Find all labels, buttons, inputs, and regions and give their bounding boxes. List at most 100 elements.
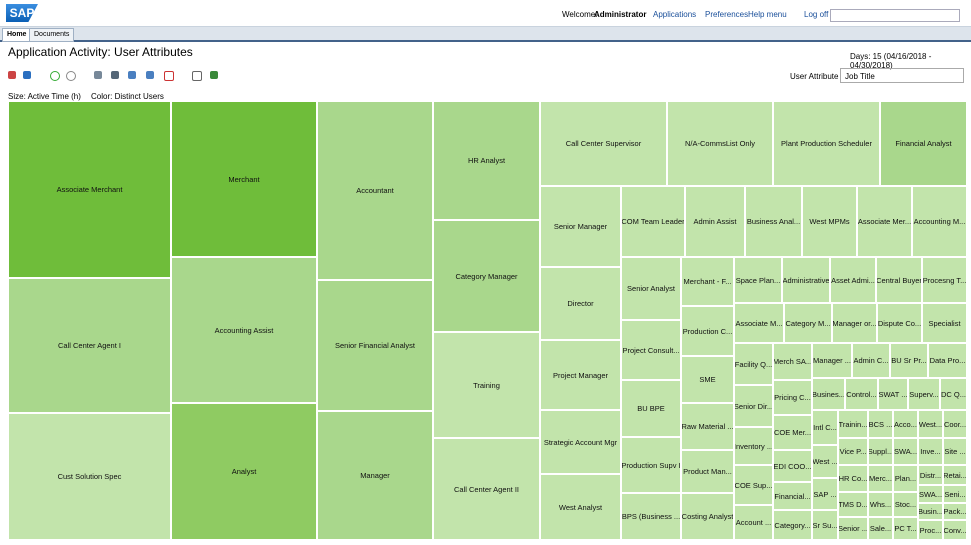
treemap-cell[interactable]: Project Consult... xyxy=(621,320,681,380)
treemap-cell[interactable]: Control... xyxy=(845,378,878,410)
treemap-cell[interactable]: BU BPE xyxy=(621,380,681,437)
treemap-cell[interactable]: Call Center Supervisor xyxy=(540,101,667,186)
treemap-cell[interactable]: Category M... xyxy=(784,303,832,343)
treemap-cell[interactable]: Central Buyer xyxy=(876,257,922,303)
treemap-cell[interactable]: Coor... xyxy=(943,410,967,438)
treemap-cell[interactable]: Distr... xyxy=(918,465,943,485)
treemap-cell[interactable]: Category Manager xyxy=(433,220,540,332)
treemap-cell[interactable]: Sr Su... xyxy=(812,510,838,540)
treemap-cell[interactable]: Costing Analyst xyxy=(681,493,734,540)
treemap-cell[interactable]: Senior Analyst xyxy=(621,257,681,320)
treemap-cell[interactable]: BU Sr Pr... xyxy=(890,343,928,378)
treemap-cell[interactable]: Production Supv I xyxy=(621,437,681,493)
treemap-cell[interactable]: SWA... xyxy=(893,438,918,465)
treemap-cell[interactable]: PC T... xyxy=(893,517,918,540)
treemap-cell[interactable]: Specialist xyxy=(922,303,967,343)
treemap-cell[interactable]: BCS ... xyxy=(868,410,893,438)
tab-home[interactable]: Home xyxy=(2,28,32,42)
treemap-cell[interactable]: Manager ... xyxy=(812,343,852,378)
treemap-cell[interactable]: Senior Manager xyxy=(540,186,621,267)
treemap-cell[interactable]: Superv... xyxy=(908,378,940,410)
treemap-cell[interactable]: Plant Production Scheduler xyxy=(773,101,880,186)
treemap-cell[interactable]: COE Sup... xyxy=(734,465,773,505)
menu-help[interactable]: Help menu xyxy=(748,10,787,19)
treemap-cell[interactable]: Accountant xyxy=(317,101,433,280)
treemap-cell[interactable]: Merchant xyxy=(171,101,317,257)
treemap-cell[interactable]: Acco... xyxy=(893,410,918,438)
treemap-cell[interactable]: Associate M... xyxy=(734,303,784,343)
treemap-cell[interactable]: Senior Financial Analyst xyxy=(317,280,433,411)
treemap-cell[interactable]: Retai... xyxy=(943,465,967,485)
treemap-cell[interactable]: Admin C... xyxy=(852,343,890,378)
treemap-cell[interactable]: Business Anal... xyxy=(745,186,802,257)
treemap-cell[interactable]: West... xyxy=(918,410,943,438)
toolbar-icon[interactable] xyxy=(192,71,202,81)
treemap-cell[interactable]: Project Manager xyxy=(540,340,621,410)
menu-preferences[interactable]: Preferences xyxy=(705,10,749,19)
treemap-cell[interactable]: BPS (Business ... xyxy=(621,493,681,540)
treemap-cell[interactable]: Senior ... xyxy=(838,517,868,540)
treemap-cell[interactable]: Raw Material ... xyxy=(681,403,734,450)
treemap-cell[interactable]: COE Mer... xyxy=(773,415,812,450)
toolbar-icon[interactable] xyxy=(128,71,136,79)
treemap-cell[interactable]: Conv... xyxy=(943,520,967,540)
treemap-cell[interactable]: TMS D... xyxy=(838,492,868,517)
treemap-cell[interactable]: Admin Assist xyxy=(685,186,745,257)
treemap-cell[interactable]: Call Center Agent II xyxy=(433,438,540,540)
treemap-cell[interactable]: Proc... xyxy=(918,520,943,540)
treemap-cell[interactable]: Sale... xyxy=(868,517,893,540)
toolbar-icon[interactable] xyxy=(8,71,16,79)
treemap-cell[interactable]: Merch SA... xyxy=(773,343,812,380)
treemap-cell[interactable]: Seni... xyxy=(943,485,967,503)
menu-logoff[interactable]: Log off xyxy=(804,10,829,19)
treemap-cell[interactable]: Category... xyxy=(773,510,812,540)
treemap-cell[interactable]: Asset Admi... xyxy=(830,257,876,303)
toolbar-icon[interactable] xyxy=(50,71,60,81)
treemap-cell[interactable]: Site ... xyxy=(943,438,967,465)
toolbar-icon[interactable] xyxy=(111,71,119,79)
treemap-cell[interactable]: Procesng T... xyxy=(922,257,967,303)
treemap-cell[interactable]: Space Plan... xyxy=(734,257,782,303)
treemap-cell[interactable]: HR Co... xyxy=(838,465,868,492)
treemap-cell[interactable]: DC Q... xyxy=(940,378,967,410)
toolbar-icon[interactable] xyxy=(164,71,174,81)
treemap-cell[interactable]: Facility Q... xyxy=(734,343,773,385)
treemap-cell[interactable]: HR Analyst xyxy=(433,101,540,220)
treemap-cell[interactable]: West MPMs xyxy=(802,186,857,257)
treemap-cell[interactable]: Trainin... xyxy=(838,410,868,438)
tab-documents[interactable]: Documents xyxy=(29,28,75,42)
treemap-cell[interactable]: Account ... xyxy=(734,505,773,540)
treemap-cell[interactable]: Data Pro... xyxy=(928,343,967,378)
attribute-select[interactable]: Job Title xyxy=(840,68,964,83)
treemap-cell[interactable]: West Analyst xyxy=(540,474,621,540)
treemap-cell[interactable]: SWAT ... xyxy=(878,378,908,410)
treemap-cell[interactable]: Financial... xyxy=(773,482,812,510)
treemap-cell[interactable]: Administrative xyxy=(782,257,830,303)
treemap-cell[interactable]: SWA... xyxy=(918,485,943,503)
treemap-cell[interactable]: Director xyxy=(540,267,621,340)
toolbar-icon[interactable] xyxy=(23,71,31,79)
treemap-cell[interactable]: Manager or... xyxy=(832,303,877,343)
treemap-cell[interactable]: Training xyxy=(433,332,540,438)
treemap-cell[interactable]: Manager xyxy=(317,411,433,540)
treemap-cell[interactable]: Pricing C... xyxy=(773,380,812,415)
treemap-cell[interactable]: EDI COO... xyxy=(773,450,812,482)
treemap-cell[interactable]: Pack... xyxy=(943,503,967,520)
treemap-cell[interactable]: Dispute Co... xyxy=(877,303,922,343)
treemap-cell[interactable]: Stoc... xyxy=(893,492,918,517)
menu-applications[interactable]: Applications xyxy=(653,10,697,19)
treemap-cell[interactable]: Product Man... xyxy=(681,450,734,493)
treemap-cell[interactable]: West ... xyxy=(812,445,838,478)
search-box[interactable] xyxy=(830,9,960,22)
toolbar-icon[interactable] xyxy=(66,71,76,81)
toolbar-icon[interactable] xyxy=(210,71,218,79)
treemap-cell[interactable]: Accounting M... xyxy=(912,186,967,257)
treemap-cell[interactable]: Busin... xyxy=(918,503,943,520)
treemap-cell[interactable]: Production C... xyxy=(681,306,734,356)
treemap-cell[interactable]: Cust Solution Spec xyxy=(8,413,171,540)
treemap-cell[interactable]: Strategic Account Mgr xyxy=(540,410,621,474)
treemap-cell[interactable]: Vice P... xyxy=(838,438,868,465)
treemap-cell[interactable]: Inventory ... xyxy=(734,427,773,465)
treemap-cell[interactable]: Merc... xyxy=(868,465,893,492)
toolbar-icon[interactable] xyxy=(94,71,102,79)
